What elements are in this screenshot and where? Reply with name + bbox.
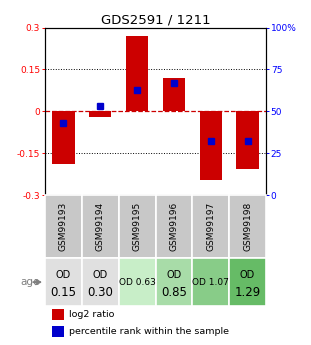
Text: GSM99196: GSM99196 xyxy=(169,202,179,251)
Bar xyxy=(45,258,82,306)
Bar xyxy=(53,111,75,164)
Bar xyxy=(229,195,266,258)
Text: age: age xyxy=(20,277,39,287)
Title: GDS2591 / 1211: GDS2591 / 1211 xyxy=(101,13,210,27)
Text: GSM99194: GSM99194 xyxy=(96,202,105,251)
Text: OD 1.07: OD 1.07 xyxy=(192,278,229,287)
Bar xyxy=(45,195,82,258)
Text: GSM99193: GSM99193 xyxy=(59,202,68,251)
Bar xyxy=(163,78,185,111)
Bar xyxy=(200,111,222,180)
Text: GSM99195: GSM99195 xyxy=(132,202,142,251)
Text: percentile rank within the sample: percentile rank within the sample xyxy=(69,327,230,336)
Text: 0.30: 0.30 xyxy=(87,286,113,299)
Bar xyxy=(192,258,229,306)
Bar xyxy=(236,111,258,168)
Bar xyxy=(192,195,229,258)
Text: 0.15: 0.15 xyxy=(50,286,77,299)
Text: GSM99198: GSM99198 xyxy=(243,202,252,251)
Text: GSM99197: GSM99197 xyxy=(206,202,215,251)
Bar xyxy=(229,258,266,306)
Text: log2 ratio: log2 ratio xyxy=(69,310,115,319)
Text: OD 0.63: OD 0.63 xyxy=(119,278,156,287)
Bar xyxy=(52,309,64,320)
Text: OD: OD xyxy=(56,270,71,280)
Bar xyxy=(156,258,192,306)
Text: OD: OD xyxy=(166,270,182,280)
Bar xyxy=(156,195,192,258)
Bar xyxy=(119,195,156,258)
Bar xyxy=(119,258,156,306)
Bar xyxy=(82,258,119,306)
Text: 0.85: 0.85 xyxy=(161,286,187,299)
Bar xyxy=(82,195,119,258)
Bar xyxy=(52,326,64,337)
Text: OD: OD xyxy=(93,270,108,280)
Text: 1.29: 1.29 xyxy=(234,286,261,299)
Bar xyxy=(126,36,148,111)
Bar xyxy=(89,111,111,117)
Text: OD: OD xyxy=(240,270,255,280)
